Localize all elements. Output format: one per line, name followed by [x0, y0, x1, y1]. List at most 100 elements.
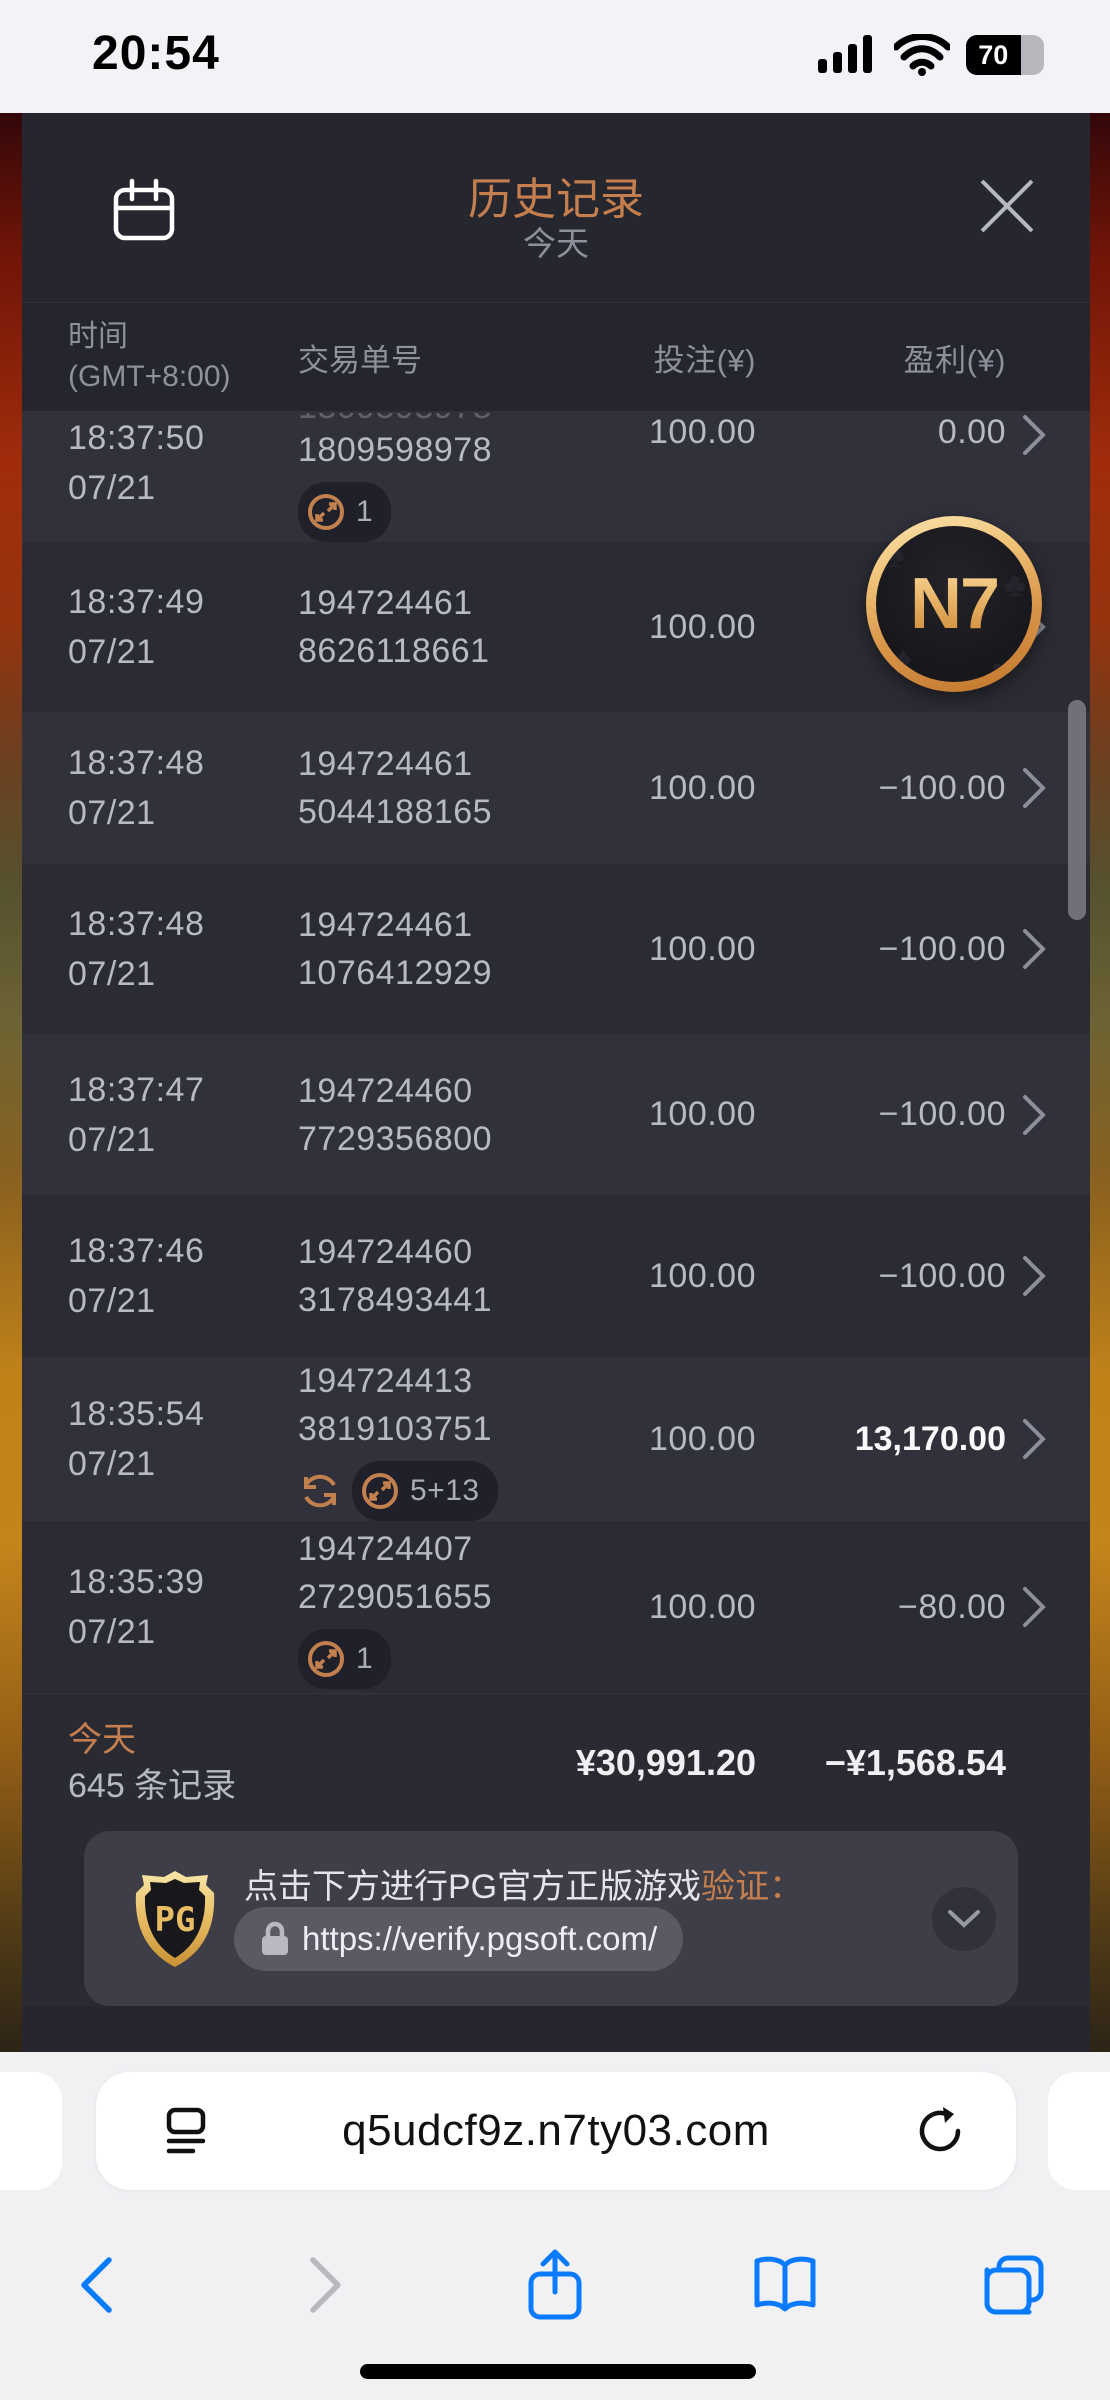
next-tab-peek[interactable] — [1048, 2072, 1110, 2190]
reader-icon — [166, 2107, 206, 2154]
row-date: 07/21 — [68, 1613, 156, 1651]
row-bet: 100.00 — [649, 413, 756, 451]
feature-count-badge: 5+13 — [352, 1461, 498, 1521]
status-time: 20:54 — [92, 27, 220, 80]
history-modal: 历史记录 今天 时间 (GMT+8:00) 交易单号 投注(¥) 盈利(¥) 1… — [22, 113, 1090, 2052]
row-date: 07/21 — [68, 794, 156, 832]
chevron-right-icon — [1023, 1094, 1046, 1135]
calendar-button[interactable] — [98, 165, 190, 257]
pg-shield-logo: PG — [135, 1871, 215, 1967]
background-page-right-edge — [1090, 113, 1110, 2052]
table-row[interactable]: 18:37:48 07/21 194724461 1076412929 100.… — [22, 864, 1090, 1034]
chevron-right-icon — [1023, 415, 1046, 455]
chevron-right-icon — [1023, 1256, 1046, 1296]
tabs-button[interactable] — [954, 2220, 1074, 2350]
row-bet: 100.00 — [649, 607, 756, 646]
row-bet: 100.00 — [649, 1095, 756, 1133]
safari-bottom-bar: q5udcf9z.n7ty03.com — [0, 2052, 1110, 2400]
row-transaction-id: 3819103751 — [298, 1410, 493, 1448]
scrollbar-thumb[interactable] — [1068, 700, 1086, 920]
col-profit-label: 盈利(¥) — [903, 342, 1006, 378]
row-profit: −100.00 — [878, 1095, 1006, 1133]
row-transaction-id: 8626118661 — [298, 632, 490, 670]
back-button[interactable] — [36, 2220, 156, 2350]
summary-period-label: 今天 — [68, 1720, 136, 1759]
chevron-right-icon — [1023, 1419, 1046, 1459]
chevron-right-icon — [1023, 1587, 1046, 1627]
row-transaction-id: 194724413 — [298, 1362, 473, 1400]
background-page-left-edge — [0, 113, 22, 2052]
col-time-label: 时间 — [68, 320, 128, 353]
bookmarks-button[interactable] — [725, 2220, 845, 2350]
row-bet: 100.00 — [649, 1256, 756, 1295]
pg-verify-link[interactable]: 验证： — [701, 1868, 804, 1906]
row-time: 18:37:50 — [68, 419, 205, 457]
row-time: 18:35:54 — [68, 1395, 205, 1433]
chevron-down-icon — [948, 1910, 980, 1928]
row-profit: −100.00 — [878, 929, 1006, 968]
row-transaction-id: 194724460 — [298, 1233, 473, 1271]
row-transaction-id: 5044188165 — [298, 793, 493, 831]
n7-logo-text: N7 — [909, 564, 1000, 644]
modal-header: 历史记录 今天 — [22, 113, 1090, 302]
row-transaction-id: 7729356800 — [298, 1119, 493, 1158]
table-row[interactable]: 18:35:54 07/21 194724413 3819103751 — [22, 1357, 1090, 1521]
date-filter-label: 今天 — [523, 225, 589, 262]
multiplier-icon — [362, 1473, 398, 1509]
page-settings-button[interactable] — [136, 2072, 236, 2190]
address-bar[interactable]: q5udcf9z.n7ty03.com — [96, 2072, 1016, 2190]
n7-brand-logo[interactable]: ♠ ♣ ♦ ♥ N7 — [866, 516, 1042, 692]
share-button[interactable] — [495, 2220, 615, 2350]
modal-footer — [22, 2006, 1090, 2052]
collapse-banner-button[interactable] — [932, 1887, 996, 1951]
table-row[interactable]: 18:37:50 07/21 1809598978 1809598978 1 — [22, 411, 1090, 542]
row-id-clipped: 1809598978 — [298, 413, 546, 426]
forward-button[interactable] — [266, 2220, 386, 2350]
battery-icon: 70 — [966, 35, 1044, 75]
row-bet: 100.00 — [649, 1419, 756, 1458]
pg-verify-text: 点击下方进行PG官方正版游戏验证： — [244, 1868, 804, 1906]
pg-verify-banner[interactable]: PG 点击下方进行PG官方正版游戏验证： https://verify.pgso… — [84, 1831, 1018, 2006]
wifi-icon — [894, 34, 950, 76]
row-transaction-id: 194724461 — [298, 745, 473, 783]
feature-count-badge: 1 — [298, 482, 392, 542]
row-time: 18:37:47 — [68, 1070, 205, 1109]
pg-verify-zone: PG 点击下方进行PG官方正版游戏验证： https://verify.pgso… — [22, 1831, 1090, 2006]
table-row[interactable]: 18:37:48 07/21 194724461 5044188165 100.… — [22, 712, 1090, 864]
row-date: 07/21 — [68, 1120, 156, 1159]
battery-percent: 70 — [978, 39, 1009, 70]
close-icon — [980, 179, 1034, 233]
row-transaction-id: 3178493441 — [298, 1281, 493, 1319]
close-button[interactable] — [952, 151, 1062, 261]
row-bet: 100.00 — [649, 1587, 756, 1626]
row-bet: 100.00 — [649, 768, 756, 807]
table-row[interactable]: 18:35:39 07/21 194724407 2729051655 1 — [22, 1521, 1090, 1693]
row-time: 18:37:46 — [68, 1232, 205, 1270]
row-bet: 100.00 — [649, 929, 756, 968]
row-date: 07/21 — [68, 955, 156, 993]
calendar-icon — [113, 178, 175, 241]
previous-tab-peek[interactable] — [0, 2072, 62, 2190]
chevron-right-icon — [309, 2257, 341, 2313]
free-spins-icon — [304, 1474, 336, 1508]
row-date: 07/21 — [68, 633, 156, 671]
safari-toolbar — [0, 2210, 1110, 2360]
row-transaction-id: 194724461 — [298, 584, 473, 622]
summary-record-count: 645 条记录 — [68, 1766, 237, 1805]
pg-verify-url[interactable]: https://verify.pgsoft.com/ — [234, 1907, 684, 1971]
row-transaction-id: 1809598978 — [298, 431, 493, 469]
share-icon — [528, 2249, 582, 2320]
row-date: 07/21 — [68, 1282, 156, 1320]
cellular-signal-icon — [818, 35, 872, 73]
svg-text:PG: PG — [155, 1900, 196, 1940]
row-profit: −80.00 — [898, 1587, 1006, 1626]
reload-button[interactable] — [890, 2072, 990, 2190]
table-row[interactable]: 18:37:47 07/21 194724460 7729356800 100.… — [22, 1034, 1090, 1195]
status-bar: 20:54 70 — [0, 0, 1110, 113]
home-indicator[interactable] — [360, 2364, 756, 2379]
row-time: 18:35:39 — [68, 1563, 205, 1601]
row-profit: 0.00 — [937, 413, 1006, 451]
table-row[interactable]: 18:37:46 07/21 194724460 3178493441 100.… — [22, 1195, 1090, 1357]
url-text: q5udcf9z.n7ty03.com — [342, 2106, 770, 2155]
col-id-label: 交易单号 — [298, 342, 422, 378]
